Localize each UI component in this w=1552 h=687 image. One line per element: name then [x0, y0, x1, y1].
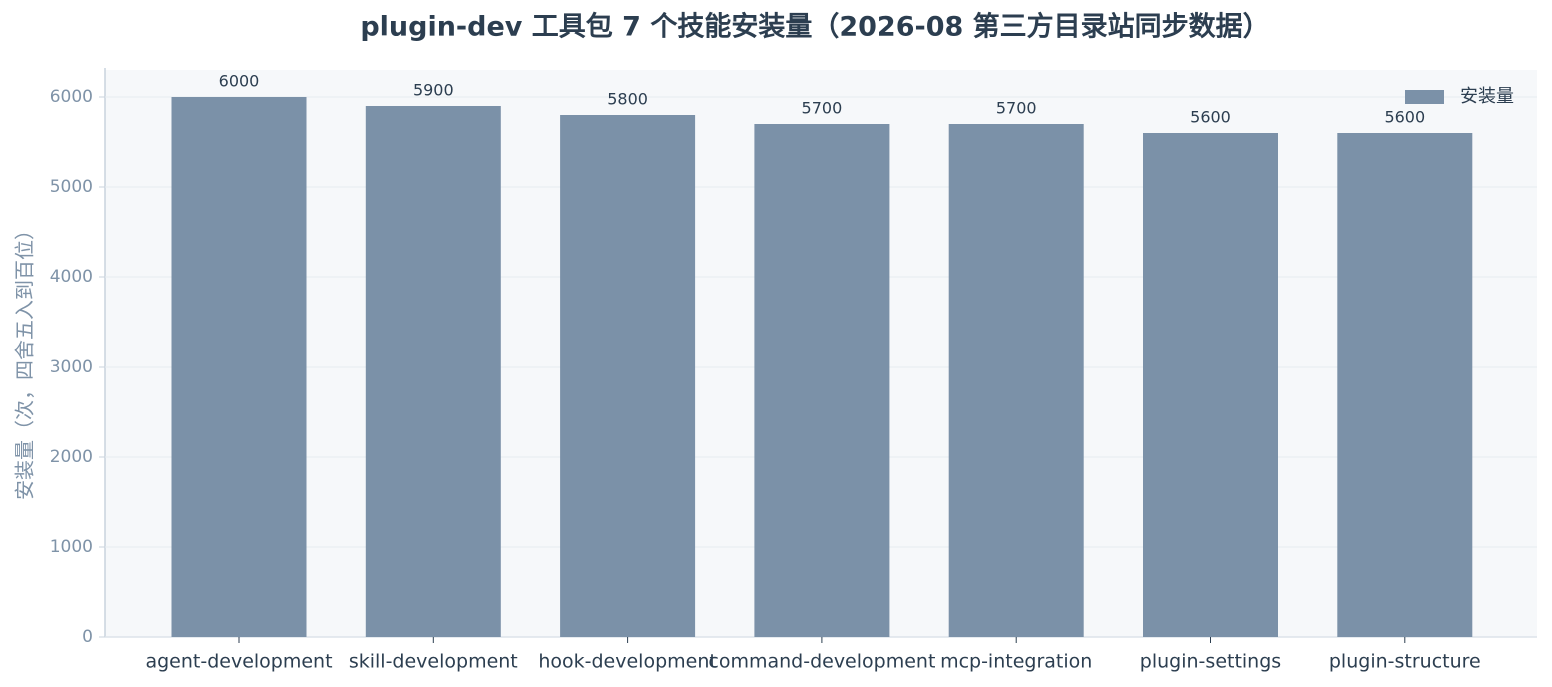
bar: [754, 124, 890, 637]
y-tick-label: 5000: [50, 177, 93, 197]
x-tick-label: command-development: [708, 651, 935, 673]
y-tick-label: 2000: [50, 447, 93, 467]
value-label: 5600: [1384, 108, 1425, 127]
bar: [171, 97, 307, 637]
legend-label: 安装量: [1460, 86, 1514, 107]
y-tick-label: 3000: [50, 357, 93, 377]
value-label: 5700: [996, 99, 1037, 118]
x-tick-label: mcp-integration: [940, 651, 1092, 673]
value-label: 5800: [607, 90, 648, 109]
x-tick-label: hook-development: [538, 651, 717, 673]
y-tick-label: 1000: [50, 537, 93, 557]
y-tick-label: 0: [82, 627, 93, 647]
value-label: 5700: [802, 99, 843, 118]
x-tick-label: agent-development: [145, 651, 332, 673]
x-tick-label: plugin-structure: [1329, 651, 1481, 673]
bar: [948, 124, 1084, 637]
value-label: 5900: [413, 81, 454, 100]
legend-swatch: [1405, 90, 1444, 104]
value-label: 5600: [1190, 108, 1231, 127]
x-tick-label: skill-development: [349, 651, 518, 673]
value-label: 6000: [219, 72, 260, 91]
bar: [560, 115, 696, 637]
y-axis-label: 安装量（次，四舍五入到百位）: [13, 220, 37, 500]
y-tick-label: 4000: [50, 267, 93, 287]
x-tick-label: plugin-settings: [1140, 651, 1281, 673]
bar: [1143, 133, 1278, 637]
y-tick-label: 6000: [50, 87, 93, 107]
bar: [365, 106, 501, 637]
bar: [1337, 133, 1473, 637]
chart-title: plugin-dev 工具包 7 个技能安装量（2026-08 第三方目录站同步…: [360, 11, 1269, 43]
